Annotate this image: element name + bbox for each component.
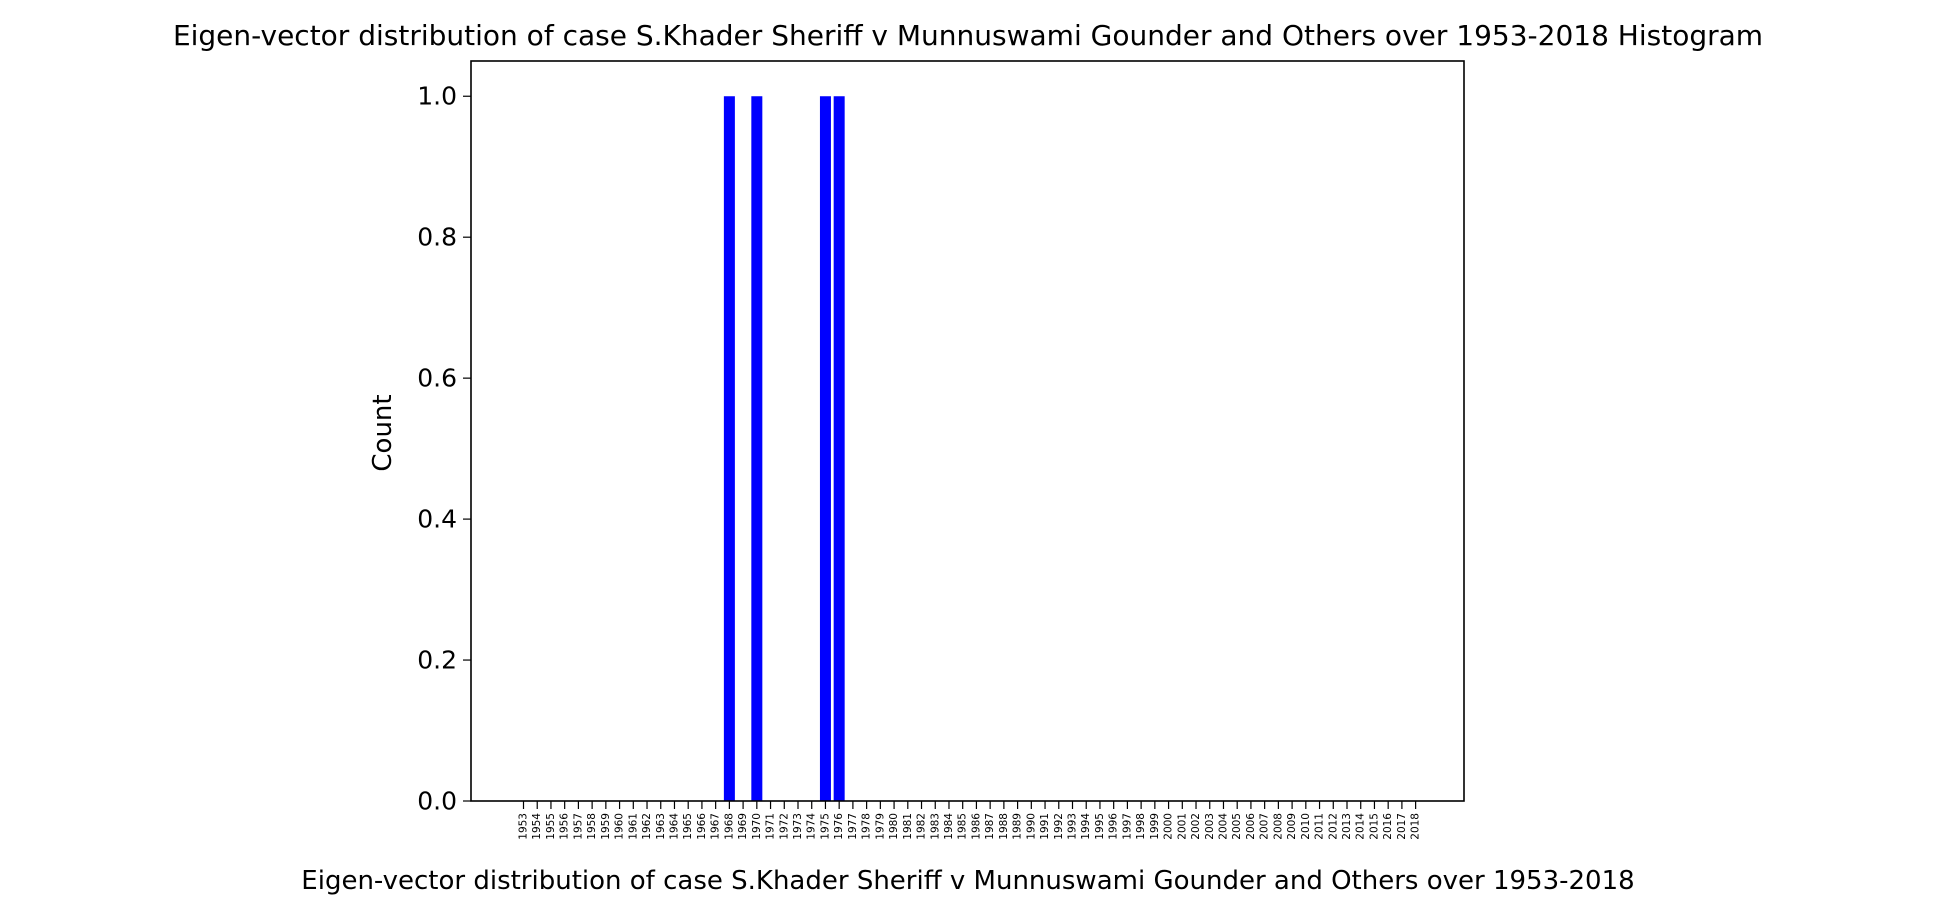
histogram-bar — [723, 96, 735, 802]
x-tick-label: 2011 — [1314, 813, 1326, 840]
x-tick-label: 1974 — [806, 813, 818, 840]
x-tick-label: 1964 — [668, 813, 680, 840]
x-tick-label: 2001 — [1176, 813, 1188, 840]
x-tick-label: 1983 — [929, 813, 941, 840]
x-tick-label: 2009 — [1286, 813, 1298, 840]
x-tick-label: 1999 — [1149, 813, 1161, 840]
x-tick-label: 1977 — [847, 813, 859, 840]
x-tick-label: 2015 — [1368, 813, 1380, 840]
x-tick-label: 1982 — [916, 813, 928, 840]
x-tick-label: 1969 — [737, 813, 749, 840]
y-axis: 0.0 0.2 0.4 0.6 0.8 1.0 — [417, 82, 471, 816]
x-tick-label: 1998 — [1135, 813, 1147, 840]
x-tick-label: 1995 — [1094, 813, 1106, 840]
x-tick-label: 1996 — [1108, 813, 1120, 840]
x-tick-label: 1994 — [1080, 813, 1092, 840]
x-tick-label: 2007 — [1259, 813, 1271, 840]
x-tick-label: 2004 — [1217, 813, 1229, 840]
x-tick-label: 1986 — [970, 813, 982, 840]
y-axis-label: Count — [368, 394, 398, 471]
x-tick-label: 1985 — [957, 813, 969, 840]
x-tick-label: 1955 — [545, 813, 557, 840]
histogram-bar — [751, 96, 763, 802]
y-tick-label: 0.4 — [417, 505, 457, 534]
x-tick-label: 2012 — [1327, 813, 1339, 840]
x-tick-label: 1988 — [998, 813, 1010, 840]
histogram-bar — [833, 96, 845, 802]
x-tick-label: 1984 — [943, 813, 955, 840]
x-tick-label: 1978 — [861, 813, 873, 840]
x-tick-label: 1953 — [518, 813, 530, 840]
x-tick-label: 1971 — [765, 813, 777, 840]
x-tick-label: 1989 — [1012, 813, 1024, 840]
x-tick-label: 1979 — [874, 813, 886, 840]
x-tick-label: 1992 — [1053, 813, 1065, 840]
x-tick-label: 1967 — [710, 813, 722, 840]
x-tick-label: 1972 — [778, 813, 790, 840]
y-tick-label: 0.2 — [417, 646, 457, 675]
x-tick-label: 2013 — [1341, 813, 1353, 840]
x-tick-label: 1991 — [1039, 813, 1051, 840]
x-tick-label: 1975 — [819, 813, 831, 840]
x-tick-label: 1963 — [655, 813, 667, 840]
x-tick-label: 1980 — [888, 813, 900, 840]
x-tick-label: 1990 — [1025, 813, 1037, 840]
x-tick-label: 1981 — [902, 813, 914, 840]
x-tick-label: 1973 — [792, 813, 804, 840]
x-tick-label: 1961 — [627, 813, 639, 840]
x-tick-label: 1959 — [600, 813, 612, 840]
x-tick-label: 1954 — [531, 813, 543, 840]
x-tick-label: 2002 — [1190, 813, 1202, 840]
histogram-bar — [819, 96, 831, 802]
y-tick-label: 0.0 — [417, 787, 457, 816]
x-tick-label: 1968 — [723, 813, 735, 840]
plot-area-frame — [470, 60, 1465, 802]
x-tick-label: 1970 — [751, 813, 763, 840]
y-tick-label: 0.8 — [417, 223, 457, 252]
x-axis-label: Eigen-vector distribution of case S.Khad… — [301, 866, 1634, 896]
x-tick-label: 1966 — [696, 813, 708, 840]
bars-layer — [723, 96, 845, 802]
x-tick-label: 2003 — [1204, 813, 1216, 840]
y-tick-label: 0.6 — [417, 364, 457, 393]
x-tick-label: 1997 — [1121, 813, 1133, 840]
y-tick-label: 1.0 — [417, 82, 457, 111]
chart-title: Eigen-vector distribution of case S.Khad… — [173, 19, 1763, 52]
x-tick-label: 1993 — [1067, 813, 1079, 840]
x-tick-label: 1965 — [682, 813, 694, 840]
x-tick-label: 1956 — [559, 813, 571, 840]
x-tick-label: 2016 — [1382, 813, 1394, 840]
x-tick-label: 2008 — [1272, 813, 1284, 840]
x-tick-label: 1976 — [833, 813, 845, 840]
x-tick-label: 2018 — [1410, 813, 1422, 840]
x-tick-label: 1962 — [641, 813, 653, 840]
x-tick-label: 1987 — [984, 813, 996, 840]
x-axis: 1953 1954 1955 1956 1957 1958 1959 1960 1961 1962… — [518, 801, 1422, 840]
x-tick-label: 2000 — [1163, 813, 1175, 840]
x-tick-label: 2014 — [1355, 813, 1367, 840]
x-tick-label: 2010 — [1300, 813, 1312, 840]
x-tick-label: 1960 — [614, 813, 626, 840]
x-tick-label: 1958 — [586, 813, 598, 840]
x-tick-label: 1957 — [572, 813, 584, 840]
x-tick-label: 2017 — [1396, 813, 1408, 840]
x-tick-label: 2006 — [1245, 813, 1257, 840]
x-tick-label: 2005 — [1231, 813, 1243, 840]
